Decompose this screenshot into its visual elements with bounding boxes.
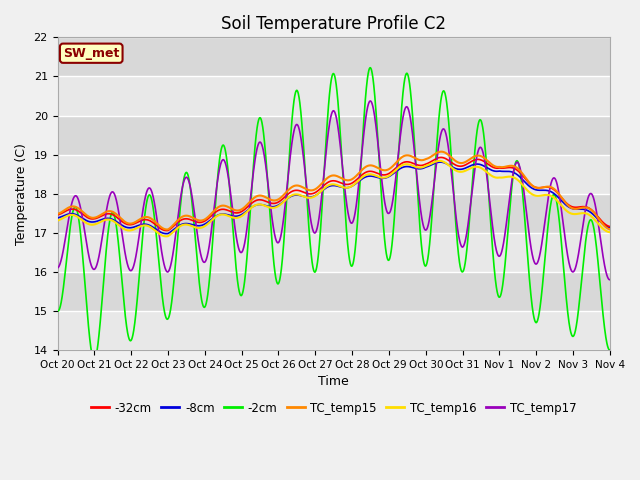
TC_temp17 xyxy=(366,98,374,104)
TC_temp16 xyxy=(162,233,170,239)
-8cm xyxy=(208,216,216,222)
Bar xyxy=(58,194,610,233)
-2cm xyxy=(54,308,61,314)
TC_temp17 xyxy=(208,227,216,232)
Bar xyxy=(58,155,610,194)
TC_temp16 xyxy=(557,203,565,208)
Text: SW_met: SW_met xyxy=(63,47,120,60)
Bar xyxy=(58,116,610,155)
-2cm xyxy=(208,250,216,255)
TC_temp16 xyxy=(362,172,370,178)
-8cm xyxy=(573,206,580,212)
TC_temp15 xyxy=(54,211,61,216)
TC_temp17 xyxy=(54,265,61,271)
Bar xyxy=(58,37,610,76)
TC_temp15 xyxy=(495,164,502,170)
Bar xyxy=(58,233,610,272)
Bar xyxy=(58,272,610,311)
Line: TC_temp16: TC_temp16 xyxy=(58,161,610,236)
Line: -2cm: -2cm xyxy=(58,68,610,362)
-32cm xyxy=(573,204,580,210)
-2cm xyxy=(557,242,565,248)
Legend: -32cm, -8cm, -2cm, TC_temp15, TC_temp16, TC_temp17: -32cm, -8cm, -2cm, TC_temp15, TC_temp16,… xyxy=(86,397,581,419)
-2cm xyxy=(90,359,98,365)
TC_temp16 xyxy=(54,217,61,223)
TC_temp17 xyxy=(349,217,357,223)
TC_temp16 xyxy=(573,211,580,217)
-8cm xyxy=(557,198,565,204)
TC_temp15 xyxy=(163,227,171,232)
X-axis label: Time: Time xyxy=(318,375,349,388)
TC_temp15 xyxy=(606,227,614,232)
-32cm xyxy=(208,213,216,218)
-2cm xyxy=(366,65,374,71)
-32cm xyxy=(54,212,61,218)
-32cm xyxy=(362,169,370,175)
Line: -32cm: -32cm xyxy=(58,157,610,230)
-2cm xyxy=(495,294,502,300)
-2cm xyxy=(350,257,358,263)
TC_temp17 xyxy=(573,261,580,266)
-2cm xyxy=(606,347,614,353)
-2cm xyxy=(573,319,580,325)
TC_temp15 xyxy=(557,195,565,201)
Line: -8cm: -8cm xyxy=(58,162,610,234)
-8cm xyxy=(362,174,370,180)
-32cm xyxy=(557,195,565,201)
Title: Soil Temperature Profile C2: Soil Temperature Profile C2 xyxy=(221,15,446,33)
-8cm xyxy=(54,215,61,221)
TC_temp16 xyxy=(495,175,502,180)
TC_temp15 xyxy=(350,175,358,181)
-32cm xyxy=(163,228,171,233)
Bar xyxy=(58,311,610,350)
TC_temp17 xyxy=(362,116,369,122)
TC_temp17 xyxy=(606,277,614,283)
TC_temp16 xyxy=(436,158,444,164)
-2cm xyxy=(362,91,370,96)
-8cm xyxy=(163,231,170,237)
TC_temp17 xyxy=(495,253,502,259)
-8cm xyxy=(495,168,502,174)
-32cm xyxy=(495,165,502,171)
TC_temp17 xyxy=(557,206,565,212)
Line: TC_temp17: TC_temp17 xyxy=(58,101,610,280)
-8cm xyxy=(350,182,358,188)
TC_temp16 xyxy=(350,182,358,188)
TC_temp16 xyxy=(208,217,216,223)
TC_temp15 xyxy=(362,164,370,169)
TC_temp17 xyxy=(606,277,614,283)
TC_temp16 xyxy=(606,229,614,235)
Bar xyxy=(58,76,610,116)
-8cm xyxy=(606,225,614,230)
TC_temp15 xyxy=(573,206,580,212)
-32cm xyxy=(606,224,614,229)
Line: TC_temp15: TC_temp15 xyxy=(58,152,610,229)
-32cm xyxy=(437,155,445,160)
TC_temp15 xyxy=(438,149,445,155)
-32cm xyxy=(350,179,358,185)
Y-axis label: Temperature (C): Temperature (C) xyxy=(15,143,28,245)
-8cm xyxy=(436,159,444,165)
TC_temp15 xyxy=(208,210,216,216)
